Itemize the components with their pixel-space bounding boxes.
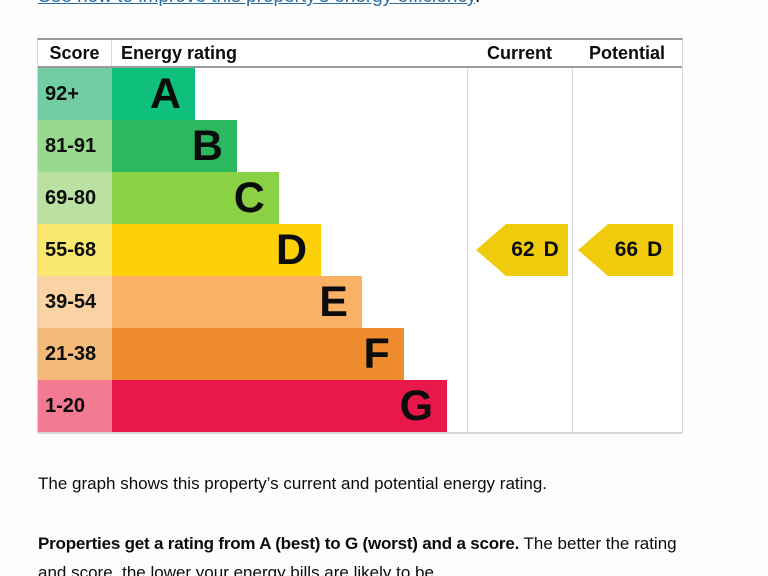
score-range: 81-91 (38, 120, 112, 172)
band-letter: B (191, 121, 223, 170)
epc-rating-chart: Score Energy rating Current Potential 92… (37, 38, 683, 434)
potential-cell (572, 224, 682, 276)
score-range: 69-80 (38, 172, 112, 224)
band-row-a: 92+ A (38, 68, 682, 120)
band-row-b: 81-91 B (38, 120, 682, 172)
band-bar: B (112, 120, 237, 172)
improve-link-row: See how to improve this property's energ… (38, 0, 480, 8)
potential-cell (572, 172, 682, 224)
band-row-g: 1-20 G (38, 380, 682, 432)
current-cell (467, 380, 572, 432)
band-letter: A (150, 69, 182, 118)
rating-explanation: Properties get a rating from A (best) to… (38, 529, 688, 576)
band-bar-area: E (112, 276, 467, 328)
potential-score: 66 (614, 238, 639, 261)
band-row-c: 69-80 C (38, 172, 682, 224)
current-cell (467, 68, 572, 120)
band-bar-area: B (112, 120, 467, 172)
band-bar: E (112, 276, 362, 328)
current-score: 62 (511, 238, 535, 261)
score-range: 92+ (38, 68, 112, 120)
band-letter: D (276, 225, 308, 274)
header-score: Score (38, 40, 112, 66)
band-bar: D (112, 224, 322, 276)
link-period: . (475, 0, 480, 7)
potential-cell (572, 276, 682, 328)
band-letter: C (233, 173, 265, 222)
current-rating-letter: D (543, 238, 559, 261)
band-bar-area: C (112, 172, 467, 224)
score-range: 39-54 (38, 276, 112, 328)
band-bar: F (112, 328, 404, 380)
rating-explanation-bold: Properties get a rating from A (best) to… (38, 534, 520, 553)
current-cell (467, 172, 572, 224)
band-bar-area: G (112, 380, 467, 432)
potential-cell (572, 120, 682, 172)
current-cell (467, 120, 572, 172)
potential-cell (572, 380, 682, 432)
band-bar: C (112, 172, 279, 224)
band-row-f: 21-38 F (38, 328, 682, 380)
epc-header-row: Score Energy rating Current Potential (38, 40, 682, 68)
score-range: 1-20 (38, 380, 112, 432)
potential-cell (572, 328, 682, 380)
band-letter: G (399, 381, 434, 430)
improve-energy-efficiency-link[interactable]: See how to improve this property's energ… (38, 0, 475, 7)
band-bar-area: F (112, 328, 467, 380)
current-cell (467, 276, 572, 328)
band-bar-area: D (112, 224, 467, 276)
header-potential: Potential (588, 42, 665, 63)
band-bar: G (112, 380, 448, 432)
band-row-d: 55-68 D (38, 224, 682, 276)
current-cell (467, 328, 572, 380)
band-row-e: 39-54 E (38, 276, 682, 328)
epc-body: 92+ A 81-91 B 69-80 C (38, 68, 682, 432)
chart-caption: The graph shows this property’s current … (38, 474, 548, 493)
band-bar-area: A (112, 68, 467, 120)
header-current: Current (486, 42, 552, 63)
score-range: 21-38 (38, 328, 112, 380)
header-energy-rating: Energy rating (121, 42, 238, 63)
rating-explanation-rest: The better the rating and score, the low… (38, 534, 677, 576)
band-letter: E (319, 277, 348, 326)
band-bar: A (112, 68, 196, 120)
current-cell (467, 224, 572, 276)
potential-cell (572, 68, 682, 120)
band-letter: F (363, 329, 390, 378)
potential-rating-letter: D (647, 238, 663, 261)
score-range: 55-68 (38, 224, 112, 276)
